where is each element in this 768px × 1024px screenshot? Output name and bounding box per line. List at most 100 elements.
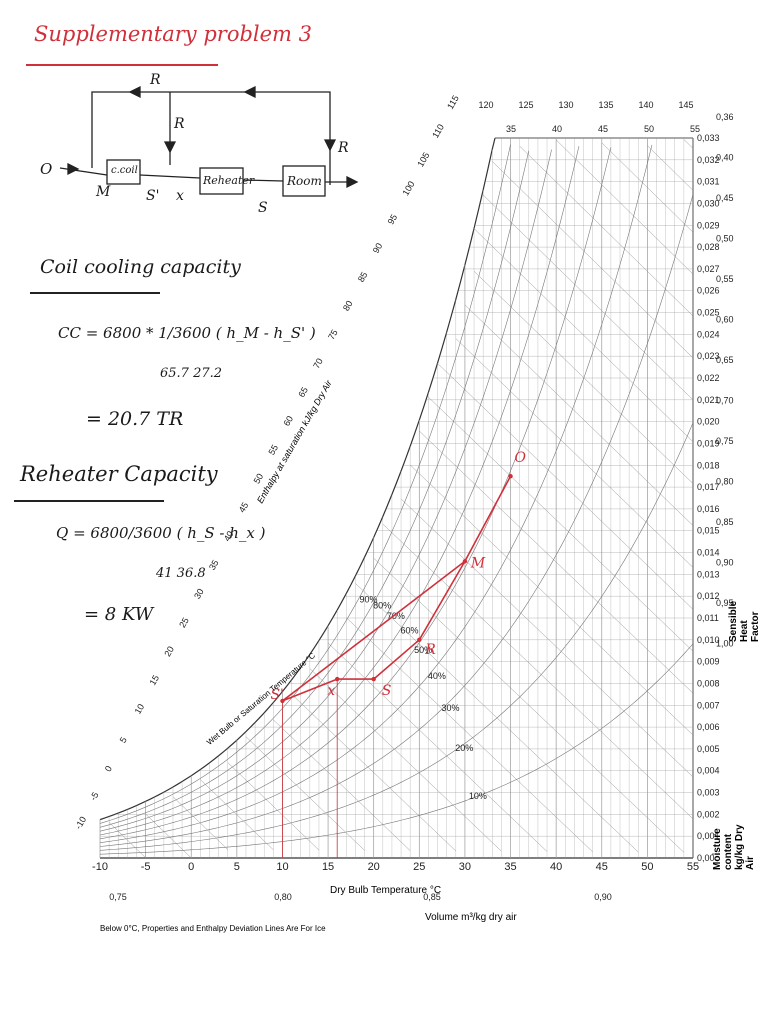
side-enthalpy-tick: 10 <box>133 702 147 716</box>
side-enthalpy-tick: 30 <box>192 587 206 601</box>
shf-tick: 0,55 <box>716 274 734 284</box>
side-enthalpy-tick: 85 <box>356 270 370 284</box>
moisture-tick: 0,013 <box>697 569 720 579</box>
side-enthalpy-tick: 35 <box>207 558 221 572</box>
rh-tick: 20% <box>455 743 473 753</box>
enthalpy-line <box>410 464 694 736</box>
dry-bulb-tick: -10 <box>92 861 108 873</box>
state-point-label: x <box>327 683 335 699</box>
cc-values: 65.7 27.2 <box>160 366 223 381</box>
moisture-tick: 0,032 <box>697 155 720 165</box>
side-enthalpy-tick: 115 <box>445 94 461 111</box>
schematic-label-r-mid: R <box>174 116 185 132</box>
enthalpy-line <box>355 583 639 853</box>
rh-curve <box>99 144 511 824</box>
enthalpy-line <box>437 363 694 610</box>
moisture-tick: 0,009 <box>697 657 720 667</box>
side-enthalpy-tick: 25 <box>177 616 191 630</box>
enthalpy-line <box>291 694 456 852</box>
dry-bulb-tick: 10 <box>276 861 288 873</box>
enthalpy-line <box>683 139 694 149</box>
rh-curve <box>99 643 694 855</box>
enthalpy-line <box>373 558 685 853</box>
side-enthalpy-tick: 60 <box>281 414 295 428</box>
dry-bulb-tick: -5 <box>141 861 151 873</box>
rh-tick: 70% <box>387 611 405 621</box>
enthalpy-line <box>492 161 694 359</box>
enthalpy-line <box>483 194 694 400</box>
rh-curve <box>99 150 530 828</box>
schematic-label-s: S <box>258 200 268 216</box>
side-enthalpy-tick: 90 <box>371 241 385 255</box>
rh-tick: 90% <box>359 595 377 605</box>
moisture-tick: 0,030 <box>697 198 720 208</box>
reheater-capacity-title: Reheater Capacity <box>20 462 218 486</box>
q-result: = 8 KW <box>84 604 154 625</box>
moisture-tick: 0,016 <box>697 504 720 514</box>
chart-grid <box>99 137 694 859</box>
moisture-tick: 0,007 <box>697 700 720 710</box>
top-wb-tick: 45 <box>598 124 608 134</box>
dry-bulb-tick: 35 <box>504 861 516 873</box>
moisture-tick: 0,019 <box>697 438 720 448</box>
dry-bulb-tick: 0 <box>188 861 194 873</box>
enthalpy-line <box>428 397 694 652</box>
enthalpy-line <box>346 617 593 852</box>
shf-tick: 0,75 <box>716 436 734 446</box>
schematic-label-o: O <box>40 160 53 178</box>
side-enthalpy-tick: 100 <box>400 179 416 197</box>
side-enthalpy-tick: 65 <box>296 385 310 399</box>
enthalpy-line <box>473 271 694 484</box>
side-enthalpy-tick: 5 <box>118 735 129 744</box>
state-point <box>462 559 468 564</box>
dry-bulb-tick: 30 <box>459 861 471 873</box>
drybulb-axis-label: Dry Bulb Temperature °C <box>330 885 442 896</box>
shf-tick: 0,60 <box>716 315 734 325</box>
enthalpy-line <box>145 813 192 859</box>
rh-curve <box>99 194 694 847</box>
enthalpy-line <box>400 498 694 778</box>
top-enthalpy-tick: 140 <box>638 100 653 110</box>
volume-tick: 0,85 <box>423 892 441 902</box>
enthalpy-line <box>473 228 694 442</box>
saturation-curve <box>99 137 496 821</box>
rh-curve <box>99 422 694 851</box>
state-point <box>335 676 340 682</box>
process-segment <box>281 560 466 702</box>
enthalpy-line <box>519 145 694 317</box>
moisture-tick: 0,017 <box>697 482 720 492</box>
moisture-tick: 0,002 <box>697 809 720 819</box>
enthalpy-line <box>382 523 694 820</box>
moisture-tick: 0,031 <box>697 177 720 187</box>
rh-tick: 60% <box>401 625 419 635</box>
box-reheater-label: Reheater <box>203 174 255 187</box>
enthalpy-line <box>273 719 411 851</box>
side-enthalpy-tick: 70 <box>311 357 325 371</box>
volume-axis-label: Volume m³/kg dry air <box>425 912 517 923</box>
volume-tick: 0,90 <box>594 892 612 902</box>
moisture-tick: 0,027 <box>697 264 720 274</box>
rh-tick: 40% <box>428 671 446 681</box>
side-enthalpy-tick: 0 <box>103 764 114 773</box>
dry-bulb-tick: 55 <box>687 861 699 873</box>
chart-ticks: -10 -5 0 5 10 15 20 25 30 35 40 45 50 550,000,0010,00… <box>73 94 733 902</box>
rh-tick: 30% <box>442 703 460 713</box>
top-enthalpy-tick: 130 <box>558 100 573 110</box>
moisture-tick: 0,003 <box>697 788 720 798</box>
state-point <box>508 473 513 479</box>
moisture-tick: 0,001 <box>697 831 720 841</box>
top-wb-tick: 50 <box>644 124 654 134</box>
moisture-tick: 0,020 <box>697 417 720 427</box>
enthalpy-line <box>108 822 146 858</box>
state-point <box>280 698 285 704</box>
moisture-tick: 0,022 <box>697 373 720 383</box>
enthalpy-line <box>309 668 502 852</box>
moisture-tick: 0,008 <box>697 678 720 688</box>
side-enthalpy-tick: 80 <box>341 299 355 313</box>
moisture-tick: 0,010 <box>697 635 720 645</box>
enthalpy-line <box>172 796 228 850</box>
shf-tick: 0,45 <box>716 193 734 203</box>
moisture-axis-label: Moisture content kg/kg Dry Air <box>712 824 756 870</box>
moisture-tick: 0,006 <box>697 722 720 732</box>
state-point <box>417 637 422 643</box>
